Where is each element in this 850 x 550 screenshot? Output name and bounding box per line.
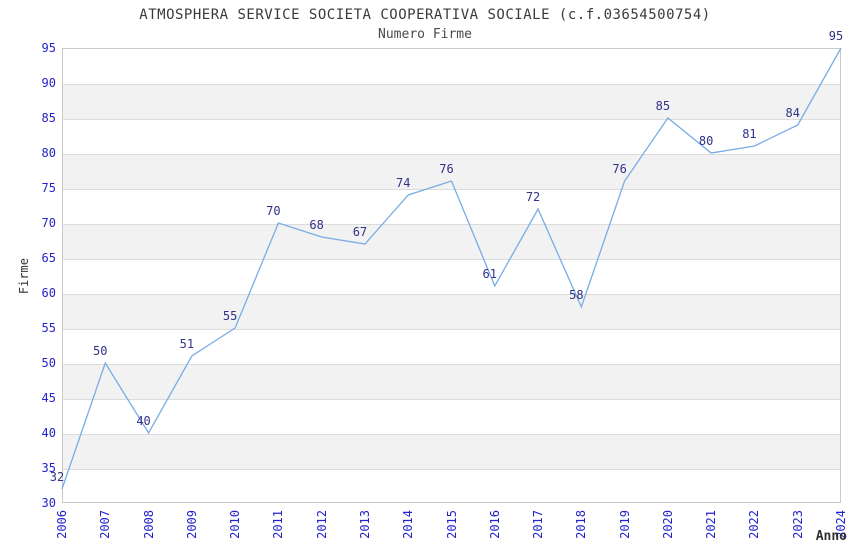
x-tick-label: 2015 <box>444 510 459 539</box>
y-tick-label: 60 <box>41 286 56 300</box>
y-tick-label: 55 <box>41 321 56 335</box>
data-point-label: 70 <box>266 204 281 218</box>
gridline <box>63 469 840 470</box>
x-tick-label: 2022 <box>747 510 762 539</box>
grid-band <box>63 294 840 329</box>
y-tick-label: 35 <box>41 461 56 475</box>
gridline <box>63 294 840 295</box>
y-tick-label: 85 <box>41 111 56 125</box>
x-tick-label: 2020 <box>660 510 675 539</box>
x-tick-label: 2018 <box>574 510 589 539</box>
chart-title: ATMOSPHERA SERVICE SOCIETA COOPERATIVA S… <box>139 7 711 23</box>
x-tick-label: 2007 <box>98 510 113 539</box>
data-point-label: 68 <box>309 218 324 232</box>
gridline <box>63 329 840 330</box>
data-point-label: 76 <box>439 162 454 176</box>
grid-band <box>63 154 840 189</box>
x-tick-label: 2008 <box>141 510 156 539</box>
x-tick-label: 2014 <box>401 510 416 539</box>
gridline <box>63 434 840 435</box>
x-tick-label: 2023 <box>790 510 805 539</box>
x-tick-label: 2006 <box>55 510 69 539</box>
gridline <box>63 189 840 190</box>
series-line <box>61 47 842 490</box>
data-point-label: 55 <box>222 309 238 323</box>
gridline <box>63 259 840 260</box>
y-tick-label: 50 <box>41 356 56 370</box>
y-tick-label: 90 <box>41 76 56 90</box>
grid-band <box>63 364 840 399</box>
gridline <box>63 364 840 365</box>
gridline <box>63 224 840 225</box>
data-point-label: 81 <box>742 127 757 141</box>
y-axis-title: Firme <box>17 258 31 295</box>
data-point-label: 51 <box>179 337 195 351</box>
x-tick-label: 2021 <box>704 510 719 539</box>
data-point-label: 95 <box>828 29 844 43</box>
gridline <box>63 399 840 400</box>
x-tick-label: 2010 <box>228 510 243 539</box>
plot-area <box>61 47 842 503</box>
x-axis-title: Anno <box>815 529 847 544</box>
data-point-label: 76 <box>612 162 627 176</box>
grid-band <box>63 434 840 469</box>
x-tick-label: 2017 <box>531 510 546 539</box>
x-tick-label: 2013 <box>357 510 372 539</box>
data-point-label: 50 <box>93 344 108 358</box>
data-point-label: 58 <box>569 288 584 302</box>
data-point-label: 74 <box>395 176 411 190</box>
x-tick-label: 2009 <box>184 510 199 539</box>
y-tick-label: 95 <box>41 41 56 55</box>
grid-band <box>63 84 840 119</box>
x-tick-label: 2019 <box>617 510 632 539</box>
data-point-label: 84 <box>785 106 800 120</box>
data-point-label: 61 <box>482 267 497 281</box>
data-point-label: 72 <box>525 190 541 204</box>
y-tick-label: 75 <box>41 181 56 195</box>
y-tick-label: 70 <box>41 216 56 230</box>
y-tick-label: 45 <box>41 391 56 405</box>
gridline <box>63 84 840 85</box>
data-point-label: 40 <box>136 414 151 428</box>
data-point-label: 67 <box>352 225 368 239</box>
y-tick-label: 80 <box>41 146 56 160</box>
y-tick-label: 40 <box>41 426 56 440</box>
chart-subtitle: Numero Firme <box>378 27 472 42</box>
data-point-label: 85 <box>655 99 671 113</box>
y-tick-label: 30 <box>41 496 56 510</box>
grid-band <box>63 224 840 259</box>
data-point-label: 80 <box>698 134 714 148</box>
y-tick-label: 65 <box>41 251 56 265</box>
x-tick-label: 2016 <box>487 510 502 539</box>
gridline <box>63 119 840 120</box>
x-tick-label: 2011 <box>271 510 286 539</box>
x-tick-label: 2012 <box>314 510 329 539</box>
gridline <box>63 154 840 155</box>
data-point-label: 32 <box>49 470 65 484</box>
